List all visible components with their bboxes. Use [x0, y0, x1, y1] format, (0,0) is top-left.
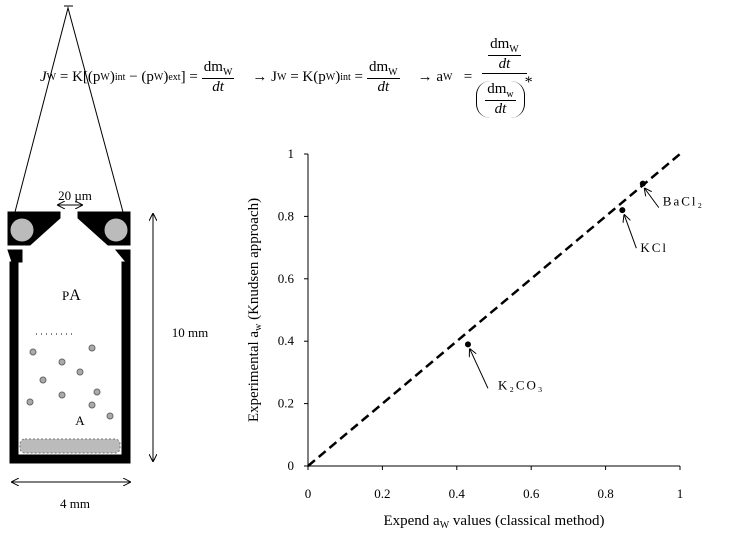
knudsen-cell-diagram: 20 µm PA A 10 mm 4 mm — [7, 5, 208, 511]
x-axis-label-part: W — [440, 520, 450, 531]
label-arrow — [470, 349, 489, 389]
point — [639, 180, 646, 187]
label-arrow — [624, 215, 637, 249]
eq-text: dm — [369, 58, 389, 75]
point-label: BaCl₂ — [663, 194, 704, 209]
cell-drawing — [7, 5, 153, 482]
x-tick-label: 0.2 — [374, 486, 390, 501]
pressure-main: P — [62, 288, 69, 303]
fraction: dmW dt dmw dt * — [476, 36, 533, 118]
eq-text: J — [40, 68, 47, 85]
fraction: dmW dt — [488, 36, 521, 73]
y-tick-label: 0.6 — [278, 271, 295, 286]
fraction: dmW dt — [201, 58, 235, 96]
point — [464, 341, 471, 348]
eq-text: ] = — [180, 68, 198, 85]
eq-text: dt — [377, 78, 390, 95]
eq-sub: W — [509, 44, 519, 55]
eq-sub: int — [114, 71, 126, 83]
x-tick-label: 1 — [677, 486, 684, 501]
y-tick-label: 0 — [288, 458, 295, 473]
width-label: 4 mm — [60, 496, 90, 511]
eq-text: = — [463, 68, 473, 85]
eq-sub: W — [443, 71, 453, 83]
eq-text: dm — [203, 58, 223, 75]
eq-sub: W — [46, 71, 57, 83]
y-axis-label-part: (Knudsen approach) — [246, 198, 262, 324]
x-axis-label-part: values (classical method) — [449, 513, 604, 529]
pressure-label: PA — [62, 287, 81, 304]
label-arrow — [645, 189, 660, 208]
eq-sub: W — [277, 71, 287, 83]
x-tick-label: 0 — [305, 486, 312, 501]
x-tick-label: 0.4 — [449, 486, 466, 501]
reference-line — [307, 153, 681, 467]
gap-label: 20 µm — [58, 188, 92, 203]
eq-text: = K(p — [290, 68, 326, 85]
eq-text: dt — [212, 78, 224, 95]
x-tick-label: 0.8 — [597, 486, 613, 501]
point — [619, 207, 626, 214]
eq-text: ) — [163, 68, 169, 85]
eq-text: dm — [487, 81, 507, 97]
eq-text: ) — [109, 68, 115, 85]
y-tick-label: 0.8 — [278, 208, 294, 223]
eq-sub: int — [340, 71, 351, 83]
eq-text: ) — [335, 68, 341, 85]
sample-label: A — [75, 413, 85, 428]
eq-sub: W — [100, 71, 110, 83]
y-axis-label: Experimental aw (Knudsen approach) — [246, 198, 264, 422]
pressure-sub: A — [69, 287, 81, 304]
y-axis-label-part: Experimental a — [246, 331, 262, 423]
x-axis-label-part: Expend a — [383, 513, 440, 529]
eq-text: dt — [494, 101, 507, 117]
eq-text: → J — [252, 68, 278, 85]
y-tick-label: 0.2 — [278, 396, 294, 411]
eq-text: → a — [417, 68, 444, 85]
eq-sub: W — [388, 66, 398, 78]
eq-text: dm — [490, 36, 510, 52]
eq-sup: * — [524, 74, 533, 91]
eq-sub: W — [153, 71, 164, 83]
x-tick-label: 0.6 — [523, 486, 540, 501]
y-axis-label-part: w — [253, 323, 264, 331]
eq-text: dt — [498, 56, 511, 72]
eq-text: = K[(p — [59, 68, 101, 85]
y-tick-label: 0.4 — [278, 333, 295, 348]
fraction: dmW dt — [367, 59, 400, 96]
eq-sub: W — [325, 71, 336, 83]
point-label: KCl — [640, 240, 668, 255]
x-axis-label: Expend aW values (classical method) — [383, 513, 604, 531]
height-label: 10 mm — [172, 325, 208, 340]
eq-text: = — [354, 68, 363, 85]
fraction: dmw dt — [485, 81, 516, 118]
eq-sub: W — [222, 66, 233, 78]
eq-sub: w — [506, 89, 514, 100]
eq-text: − (p — [129, 68, 154, 85]
point-label: K₂CO₃ — [498, 377, 545, 392]
eq-sub: ext — [168, 71, 181, 83]
